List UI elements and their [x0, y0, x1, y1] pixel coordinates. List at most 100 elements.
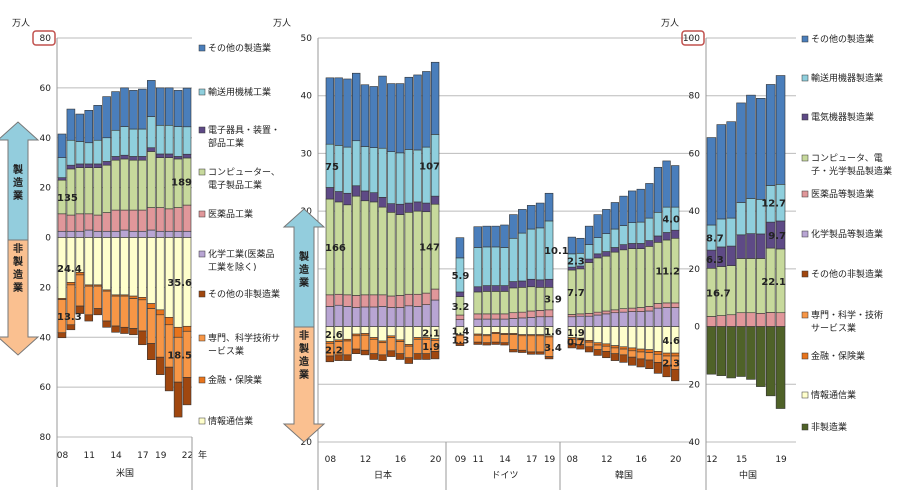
x-tick-label: 19: [775, 455, 787, 465]
bar-segment-professional: [413, 338, 422, 354]
bar-segment-other_nonmfg: [155, 356, 165, 375]
data-label: 2.2: [325, 346, 343, 357]
bar-segment-electronic: [544, 278, 554, 288]
bar-segment-other_mfg: [584, 225, 594, 245]
bar-segment-info: [526, 326, 536, 335]
bar-segment-other_nonmfg: [455, 343, 465, 346]
panel-title-1: ドイツ: [491, 471, 518, 481]
bar-segment-pharma: [84, 213, 94, 231]
bar-segment-electronic: [360, 190, 370, 202]
bar-segment-pharma: [422, 292, 431, 305]
bar-segment-professional: [404, 345, 413, 359]
bar-segment-other_nonmfg: [671, 368, 680, 382]
bar-segment-computer: [360, 200, 370, 296]
bar-segment-professional: [610, 347, 619, 354]
arrow-up-manufacturing: [0, 121, 40, 241]
bar-segment-chemical: [369, 306, 378, 327]
bar-segment-other_nonmfg: [129, 328, 138, 336]
data-label: 13.3: [57, 312, 82, 323]
legend-swatch-other_mfg: [198, 44, 206, 52]
legend-swatch-other_nonmfg: [801, 270, 809, 278]
arrow-up-manufacturing: [282, 208, 326, 328]
x-tick-label: 12: [360, 455, 371, 465]
bar-segment-pharma: [173, 207, 183, 232]
legend-label: 電気機器製造業: [811, 111, 874, 123]
legend-swatch-finance: [801, 352, 809, 360]
bar-segment-electronic: [93, 163, 102, 168]
bar-segment-nonmfg: [736, 326, 746, 377]
data-label: 11.2: [655, 267, 680, 278]
bar-segment-other_mfg: [645, 183, 654, 219]
bar-segment-computer: [93, 167, 102, 216]
data-label: 8.7: [706, 234, 724, 245]
bar-segment-electronic: [111, 156, 120, 161]
legend-label: ービス業: [208, 345, 244, 357]
bar-segment-transport: [387, 151, 396, 204]
legend-label: 医薬品工業: [208, 208, 253, 220]
legend-label: コンピュータ、電: [811, 153, 883, 164]
bar-segment-pharma: [129, 209, 138, 232]
bar-segment-other_mfg: [544, 192, 554, 222]
bar-segment-chemical: [57, 230, 67, 238]
legend-label: 非製造業: [811, 421, 847, 433]
bar-segment-chemical: [491, 318, 500, 327]
bar-segment-electronic: [325, 187, 335, 200]
legend-label: 部品工業: [208, 137, 244, 149]
bar-segment-computer: [75, 167, 85, 215]
x-tick-label: 14: [110, 451, 122, 461]
bar-segment-transport: [173, 126, 183, 157]
bar-segment-finance: [182, 325, 192, 332]
x-tick-label: 19: [155, 451, 167, 461]
bar-segment-other_mfg: [360, 84, 370, 147]
legend-label: 情報通信業: [208, 415, 253, 427]
bar-segment-transport: [395, 152, 405, 205]
bar-segment-electronic: [736, 234, 746, 259]
bar-segment-chemical: [653, 307, 663, 327]
bar-segment-other_mfg: [334, 77, 343, 146]
bar-segment-electronic: [473, 286, 483, 293]
bar-segment-info: [610, 326, 619, 346]
bar-segment-pharma: [182, 204, 192, 232]
bar-segment-electronic: [369, 192, 378, 203]
bar-segment-other_nonmfg: [576, 344, 585, 350]
bar-segment-pharma: [325, 294, 335, 307]
bar-segment-finance: [671, 352, 680, 357]
bar-segment-other_nonmfg: [430, 351, 440, 360]
bar-segment-computer: [120, 158, 129, 211]
bar-segment-professional: [111, 295, 120, 327]
bar-segment-pharma: [662, 302, 671, 308]
bar-segment-info: [653, 326, 663, 352]
bar-segment-info: [147, 237, 156, 304]
bar-segment-other_nonmfg: [518, 349, 527, 353]
arrow-label-nonmfg: 業: [12, 281, 24, 294]
bar-segment-transport: [66, 139, 76, 166]
bar-segment-other_mfg: [325, 77, 335, 145]
bar-segment-pharma: [706, 316, 717, 327]
legend-swatch-other_mfg: [801, 35, 809, 43]
bar-segment-pharma: [518, 311, 527, 319]
bar-segment-pharma: [93, 214, 102, 232]
data-label: 16.7: [706, 288, 731, 299]
bar-segment-other_mfg: [473, 226, 483, 248]
bar-segment-chemical: [334, 304, 343, 327]
bar-segment-transport: [164, 124, 174, 155]
bar-segment-electronic: [584, 258, 594, 263]
bar-segment-other_mfg: [413, 74, 422, 151]
panel-title-us: 米国: [116, 467, 134, 479]
bar-segment-electronic: [509, 281, 518, 289]
bar-segment-info: [518, 326, 527, 335]
bar-segment-other_mfg: [509, 214, 518, 239]
bar-segment-electronic: [66, 164, 76, 170]
bar-segment-pharma: [102, 212, 111, 232]
bar-segment-info: [395, 326, 405, 341]
legend-label: 輸送用機器製造業: [811, 72, 883, 84]
data-label: 2.3: [567, 256, 585, 267]
x-tick-label: 08: [567, 455, 579, 465]
bar-segment-finance: [610, 345, 619, 349]
bar-segment-pharma: [746, 312, 756, 327]
bar-segment-other_mfg: [102, 96, 111, 139]
bar-segment-transport: [518, 232, 527, 282]
bar-segment-transport: [491, 246, 500, 286]
x-tick-label: 16: [395, 455, 407, 465]
